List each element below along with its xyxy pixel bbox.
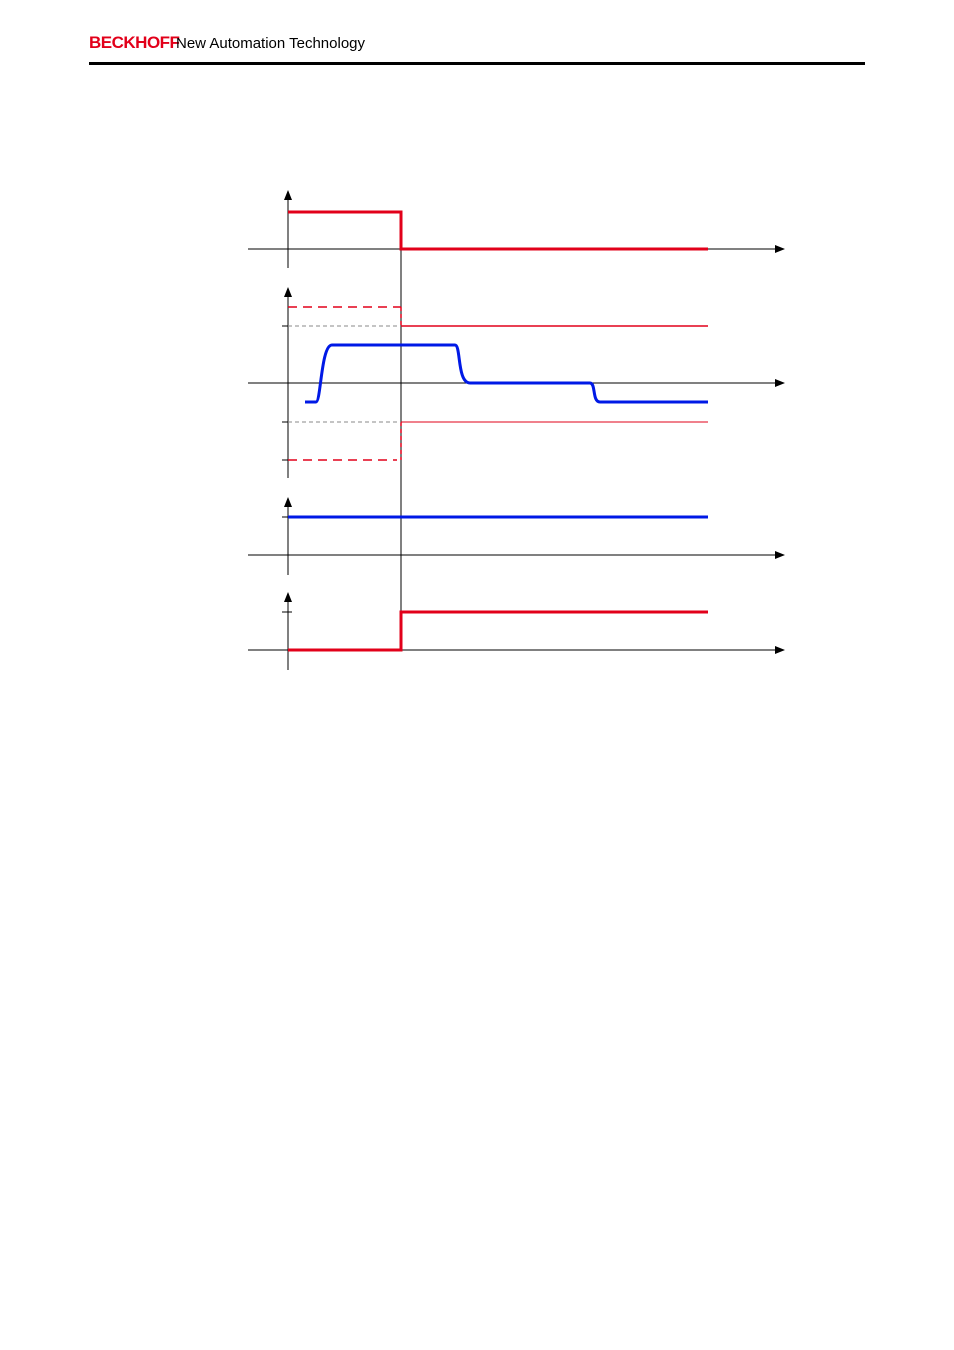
- header-rule: [89, 62, 865, 65]
- signals: [288, 210, 708, 652]
- axes: [248, 190, 785, 670]
- tagline: New Automation Technology: [176, 35, 366, 52]
- brand: BECKHOFF: [89, 33, 180, 52]
